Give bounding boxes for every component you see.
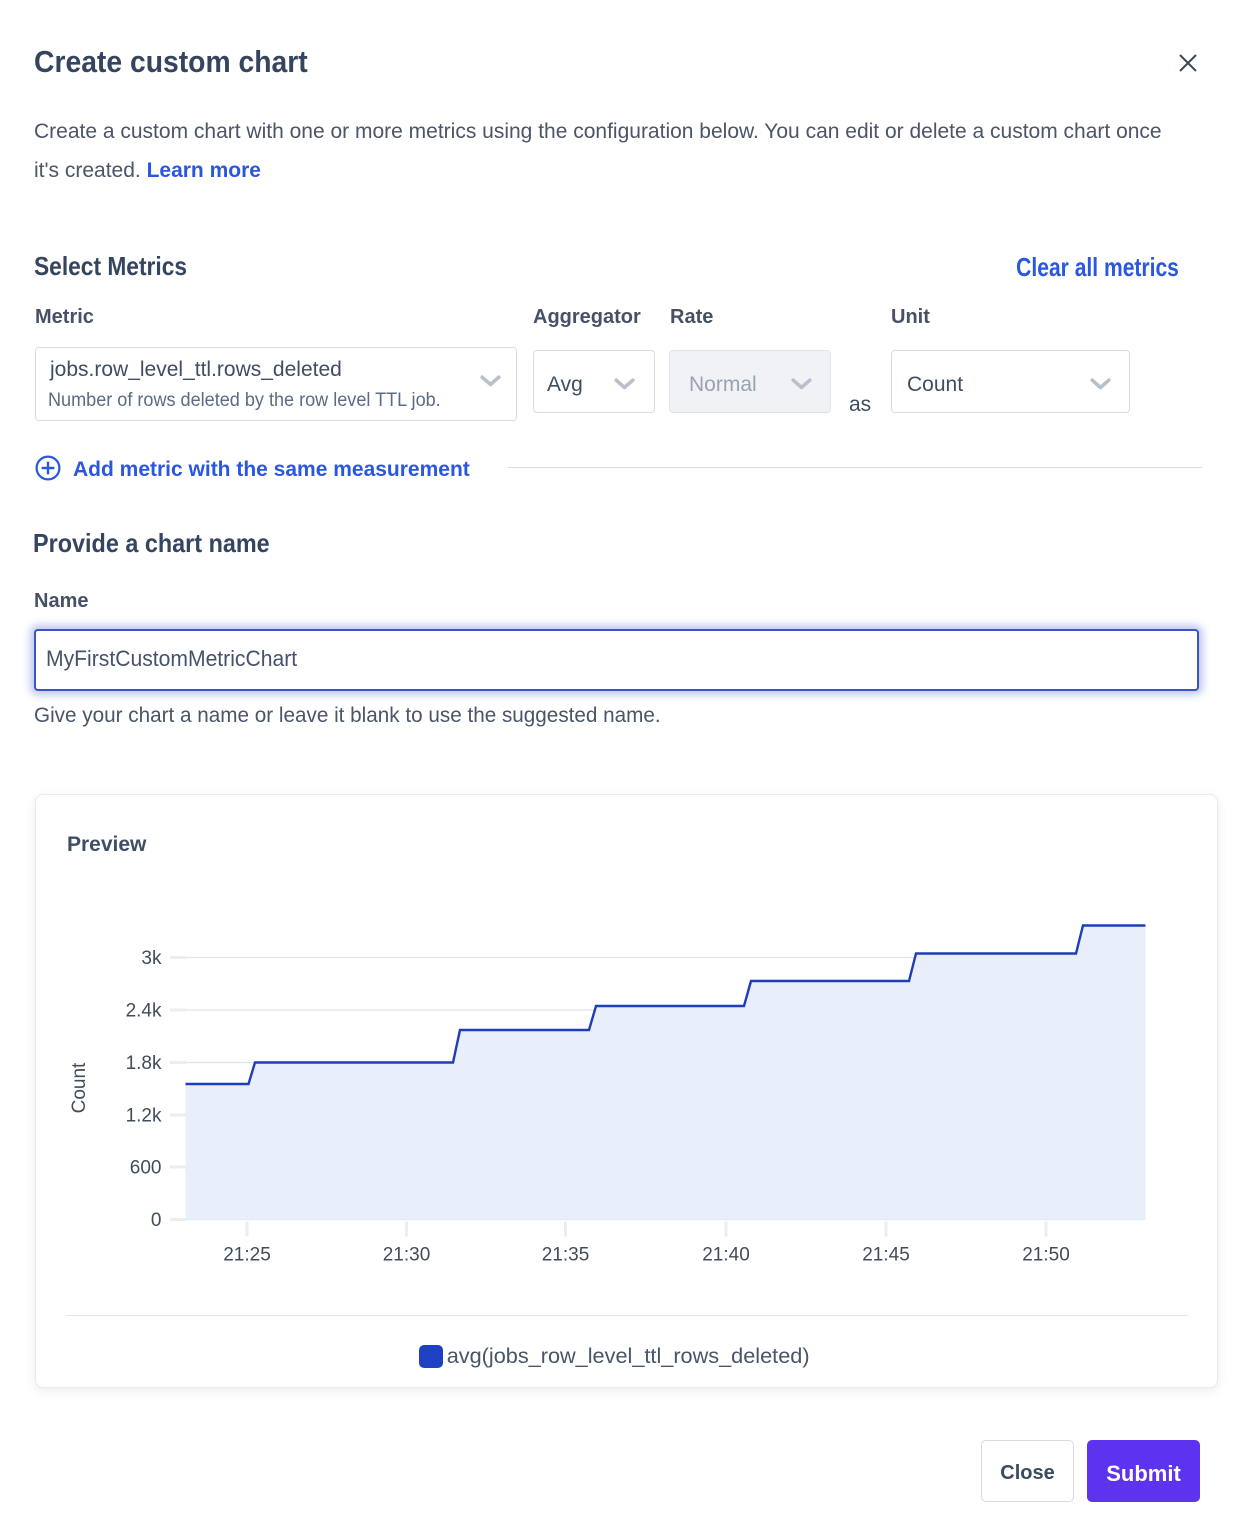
svg-text:2.4k: 2.4k bbox=[126, 1001, 162, 1022]
svg-text:Count: Count bbox=[69, 1062, 90, 1113]
svg-text:21:35: 21:35 bbox=[542, 1245, 590, 1266]
svg-text:21:45: 21:45 bbox=[862, 1245, 910, 1266]
svg-text:600: 600 bbox=[130, 1158, 162, 1179]
svg-text:0: 0 bbox=[151, 1210, 162, 1231]
svg-text:21:25: 21:25 bbox=[223, 1245, 271, 1266]
svg-text:21:40: 21:40 bbox=[702, 1245, 750, 1266]
svg-text:21:50: 21:50 bbox=[1022, 1245, 1070, 1266]
svg-text:1.2k: 1.2k bbox=[126, 1106, 162, 1127]
svg-text:3k: 3k bbox=[141, 948, 162, 969]
svg-text:21:30: 21:30 bbox=[383, 1245, 431, 1266]
svg-text:1.8k: 1.8k bbox=[126, 1053, 162, 1074]
